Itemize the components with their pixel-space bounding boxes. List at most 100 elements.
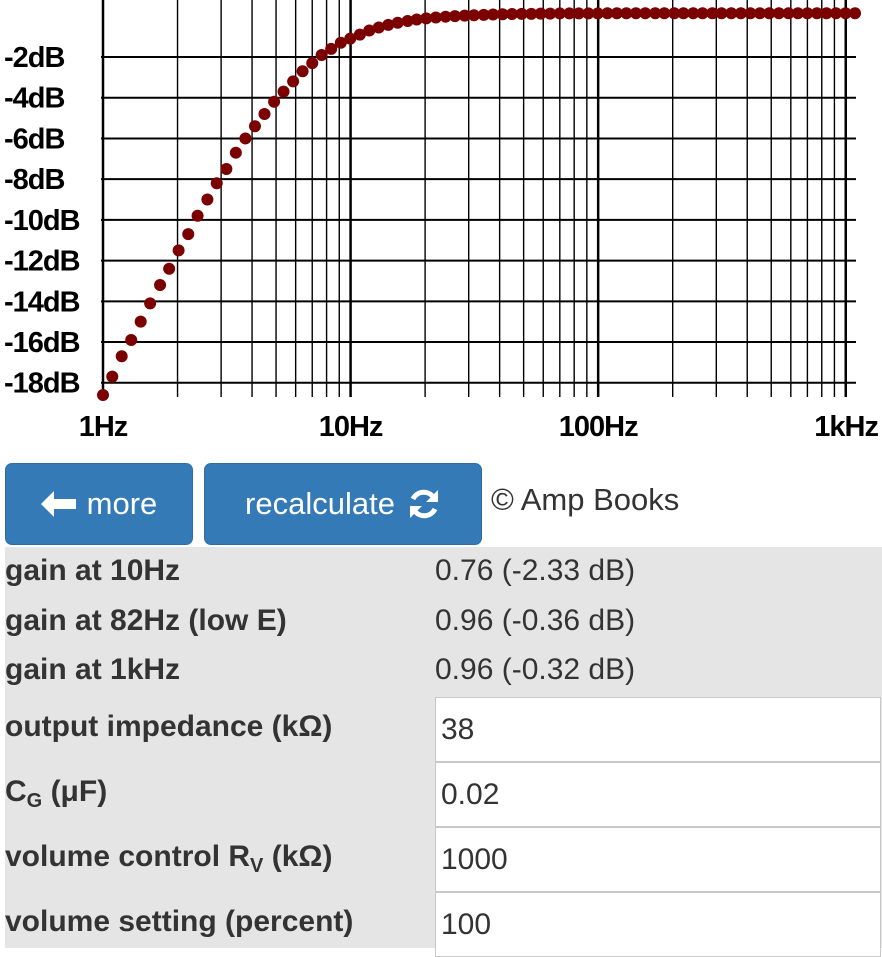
- horizontal-grid: [101, 56, 856, 384]
- x-tick-label: 100Hz: [559, 411, 638, 443]
- cg-input[interactable]: 0.02: [435, 762, 881, 827]
- result-label: gain at 10Hz: [5, 554, 181, 587]
- y-tick-label: -14dB: [4, 286, 80, 318]
- result-label: gain at 82Hz (low E): [5, 604, 287, 637]
- data-point: [296, 65, 309, 78]
- data-point: [715, 7, 728, 20]
- data-point: [763, 7, 776, 20]
- data-point: [629, 7, 642, 20]
- refresh-icon: [407, 487, 441, 521]
- data-point: [782, 7, 795, 20]
- data-point: [544, 7, 557, 20]
- data-point: [496, 8, 509, 21]
- data-point: [306, 57, 319, 70]
- data-point: [191, 209, 204, 222]
- y-tick-label: -4dB: [4, 83, 65, 115]
- data-point: [591, 7, 604, 20]
- data-point: [144, 297, 157, 310]
- data-point: [572, 7, 585, 20]
- y-axis-labels: -2dB -4dB -6dB -8dB -10dB -12dB -14dB -16dB -18d…: [4, 42, 81, 400]
- data-point: [258, 108, 271, 121]
- data-point: [658, 7, 671, 20]
- data-point: [97, 388, 109, 401]
- data-point: [182, 228, 195, 241]
- data-point: [448, 10, 461, 23]
- data-point: [791, 7, 804, 20]
- result-value: 0.76 (-2.33 dB): [435, 554, 636, 587]
- y-tick-label: -16dB: [4, 327, 80, 359]
- data-point: [229, 146, 242, 159]
- data-point: [506, 8, 519, 21]
- data-point: [649, 7, 662, 20]
- data-point: [410, 13, 423, 26]
- data-point: [753, 7, 766, 20]
- data-point: [220, 162, 233, 175]
- volume-setting-input[interactable]: 100: [435, 892, 881, 957]
- data-point: [725, 7, 738, 20]
- more-label: more: [86, 486, 158, 521]
- frequency-response-chart: -2dB -4dB -6dB -8dB -10dB -12dB -14dB -16dB -18d…: [0, 0, 882, 448]
- data-point: [534, 7, 547, 20]
- data-point: [515, 7, 528, 20]
- result-value: 0.96 (-0.36 dB): [435, 604, 636, 637]
- data-point: [420, 12, 433, 25]
- data-point: [325, 42, 338, 55]
- data-point: [744, 7, 757, 20]
- output-impedance-input[interactable]: 38: [435, 697, 881, 762]
- data-point: [810, 7, 823, 20]
- data-point: [201, 193, 214, 206]
- data-point: [801, 7, 814, 20]
- data-point: [839, 7, 852, 20]
- y-tick-label: -8dB: [4, 164, 65, 196]
- data-point: [734, 7, 747, 20]
- data-point: [525, 7, 538, 20]
- data-point: [372, 21, 385, 34]
- data-point: [849, 7, 862, 20]
- y-tick-label: -6dB: [4, 123, 65, 155]
- y-tick-label: -18dB: [4, 368, 80, 400]
- data-point: [820, 7, 833, 20]
- result-label: gain at 1kHz: [5, 653, 181, 686]
- data-point: [277, 85, 290, 98]
- volume-control-input[interactable]: 1000: [435, 827, 881, 892]
- volume-setting-label: volume setting (percent): [5, 905, 354, 938]
- output-impedance-label: output impedance (kΩ): [5, 710, 333, 743]
- y-tick-label: -2dB: [4, 42, 65, 74]
- data-point: [477, 8, 490, 21]
- x-tick-label: 1Hz: [79, 411, 128, 443]
- data-point: [706, 7, 719, 20]
- data-point: [248, 120, 261, 133]
- more-button[interactable]: more: [5, 463, 193, 545]
- arrow-left-icon: [40, 491, 77, 517]
- recalculate-button[interactable]: recalculate: [204, 463, 482, 545]
- data-point: [134, 315, 147, 328]
- vertical-grid: [101, 0, 848, 397]
- data-point: [106, 370, 119, 383]
- x-tick-label: 10Hz: [319, 411, 383, 443]
- data-point: [553, 7, 566, 20]
- data-point: [687, 7, 700, 20]
- data-point: [315, 48, 328, 61]
- data-point: [639, 7, 652, 20]
- data-point: [154, 279, 167, 292]
- data-point: [334, 36, 347, 49]
- x-tick-label: 1kHz: [814, 411, 878, 443]
- volume-control-label: volume control RV (kΩ): [5, 840, 333, 877]
- data-point: [467, 9, 480, 22]
- data-point: [125, 333, 138, 346]
- cg-label: CG (μF): [5, 775, 108, 812]
- data-point: [668, 7, 681, 20]
- data-point: [601, 7, 614, 20]
- data-point: [458, 9, 471, 22]
- recalculate-label: recalculate: [245, 486, 395, 521]
- x-axis-labels: 1Hz 10Hz 100Hz 1kHz: [79, 411, 880, 443]
- data-point: [344, 32, 357, 45]
- data-point: [287, 75, 300, 88]
- result-value: 0.96 (-0.32 dB): [435, 653, 636, 686]
- data-point: [210, 177, 223, 190]
- y-tick-label: -10dB: [4, 205, 80, 237]
- data-point: [353, 28, 366, 41]
- data-point: [620, 7, 633, 20]
- data-point: [172, 244, 185, 257]
- data-point: [239, 132, 252, 145]
